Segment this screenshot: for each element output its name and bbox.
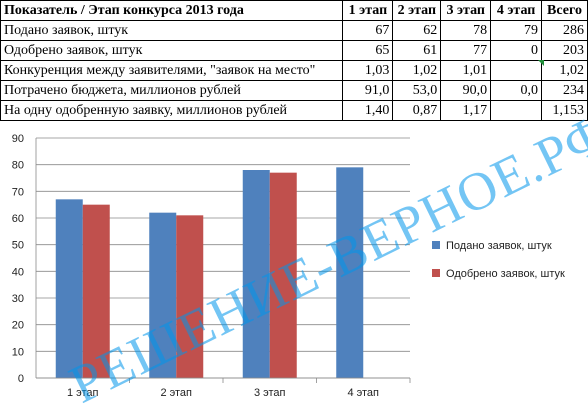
cell-value[interactable]: 67 (342, 20, 394, 41)
cell-value[interactable]: 91,0 (342, 80, 394, 101)
chart-bars (55, 167, 364, 378)
cell-value[interactable]: 62 (392, 20, 442, 41)
cell-value[interactable]: 1,02 (541, 60, 588, 81)
cell-value[interactable]: 1,153 (541, 100, 588, 121)
cell-value[interactable]: 78 (440, 20, 492, 41)
x-tick-label: 2 этап (160, 387, 192, 399)
cell-value[interactable]: 1,02 (392, 60, 442, 81)
bar-approved (82, 204, 110, 378)
legend-label: Подано заявок, штук (446, 240, 552, 252)
x-tick-label: 1 этап (67, 387, 99, 399)
table-row-per-approved: На одну одобренную заявку, миллионов руб… (0, 100, 588, 121)
cell-value[interactable]: 203 (541, 40, 588, 61)
table-row-approved: Одобрено заявок, штук 65 61 77 0 203 (0, 40, 588, 61)
bar-submitted (55, 199, 83, 378)
header-cell-stage-3[interactable]: 3 этап (440, 0, 492, 21)
row-label[interactable]: На одну одобренную заявку, миллионов руб… (0, 100, 344, 121)
x-axis: 1 этап 2 этап 3 этап 4 этап (36, 377, 411, 399)
bar-approved (176, 215, 204, 378)
bar-approved (269, 172, 297, 378)
table-row-competition: Конкуренция между заявителями, "заявок н… (0, 60, 588, 81)
cell-value[interactable]: 61 (392, 40, 442, 61)
table-row-budget: Потрачено бюджета, миллионов рублей 91,0… (0, 80, 588, 101)
row-label[interactable]: Конкуренция между заявителями, "заявок н… (0, 60, 344, 81)
cell-value[interactable]: 65 (342, 40, 394, 61)
cell-value[interactable]: 286 (541, 20, 588, 41)
legend-label: Одобрено заявок, штук (446, 268, 565, 280)
cell-value[interactable]: 90,0 (440, 80, 492, 101)
error-indicator-icon (538, 60, 544, 66)
x-tick-label: 4 этап (347, 387, 379, 399)
row-label[interactable]: Подано заявок, штук (0, 20, 344, 41)
cell-value[interactable]: 1,40 (342, 100, 394, 121)
cell-value[interactable]: 79 (490, 20, 543, 41)
table-row-applications: Подано заявок, штук 67 62 78 79 286 (0, 20, 588, 41)
cell-value[interactable]: 0,0 (490, 80, 543, 101)
row-label[interactable]: Потрачено бюджета, миллионов рублей (0, 80, 344, 101)
y-axis: 0 10 20 30 40 50 60 70 80 90 (12, 133, 37, 385)
legend-swatch (432, 241, 440, 249)
header-cell-total[interactable]: Всего (541, 0, 588, 21)
cell-value[interactable]: 53,0 (392, 80, 442, 101)
header-cell-stage-2[interactable]: 2 этап (392, 0, 442, 21)
y-tick-label: 60 (12, 213, 24, 225)
header-cell-indicator[interactable]: Показатель / Этап конкурса 2013 года (0, 0, 344, 21)
y-tick-label: 20 (12, 320, 24, 332)
cell-value[interactable]: 1,01 (440, 60, 492, 81)
header-cell-stage-4[interactable]: 4 этап (490, 0, 543, 21)
y-tick-label: 70 (12, 186, 24, 198)
bar-submitted (336, 167, 364, 378)
cell-value[interactable] (490, 60, 543, 81)
cell-value[interactable]: 0 (490, 40, 543, 61)
cell-value[interactable]: 234 (541, 80, 588, 101)
cell-value[interactable]: 77 (440, 40, 492, 61)
chart-legend: Подано заявок, штук Одобрено заявок, штук (432, 240, 565, 280)
y-tick-label: 40 (12, 266, 24, 278)
y-tick-label: 0 (18, 373, 24, 385)
cell-value[interactable] (490, 100, 543, 121)
cell-value[interactable]: 1,17 (440, 100, 492, 121)
row-label[interactable]: Одобрено заявок, штук (0, 40, 344, 61)
bar-submitted (149, 212, 177, 378)
y-tick-label: 90 (12, 133, 24, 145)
cell-value[interactable]: 0,87 (392, 100, 442, 121)
table-header-row: Показатель / Этап конкурса 2013 года 1 э… (0, 0, 588, 21)
y-tick-label: 50 (12, 240, 24, 252)
y-tick-label: 10 (12, 346, 24, 358)
y-tick-label: 80 (12, 160, 24, 172)
bar-submitted (242, 170, 270, 378)
y-tick-label: 30 (12, 293, 24, 305)
data-table: Показатель / Этап конкурса 2013 года 1 э… (0, 0, 588, 121)
legend-swatch (432, 269, 440, 277)
cell-value[interactable]: 1,03 (342, 60, 394, 81)
header-cell-stage-1[interactable]: 1 этап (342, 0, 394, 21)
x-tick-label: 3 этап (254, 387, 286, 399)
bar-chart[interactable]: 0 10 20 30 40 50 60 70 80 90 1 этап 2 этап 3 этап 4 … (0, 124, 588, 411)
